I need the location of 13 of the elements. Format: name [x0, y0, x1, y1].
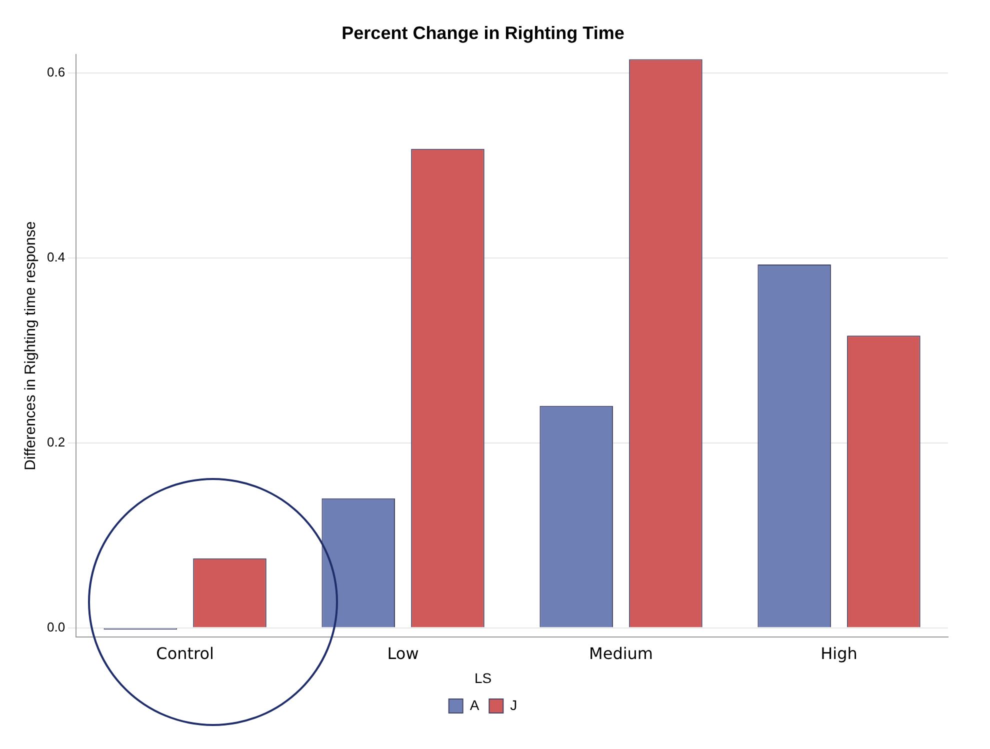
y-axis-title: Differences in Righting time response	[22, 221, 40, 470]
legend-title: LS	[474, 670, 492, 686]
x-tick-label: Medium	[589, 644, 654, 663]
chart-title: Percent Change in Righting Time	[342, 22, 624, 43]
x-tick-label: Low	[387, 644, 419, 663]
x-tick-label: High	[820, 644, 858, 663]
legend-label: A	[470, 696, 480, 713]
legend-label: J	[510, 696, 518, 713]
x-tick-label: Control	[156, 644, 214, 663]
y-tick-label: 0.0	[46, 619, 66, 634]
y-tick-label: 0.4	[46, 250, 66, 265]
y-tick-label: 0.6	[46, 64, 66, 80]
y-tick-label: 0.2	[46, 434, 66, 450]
